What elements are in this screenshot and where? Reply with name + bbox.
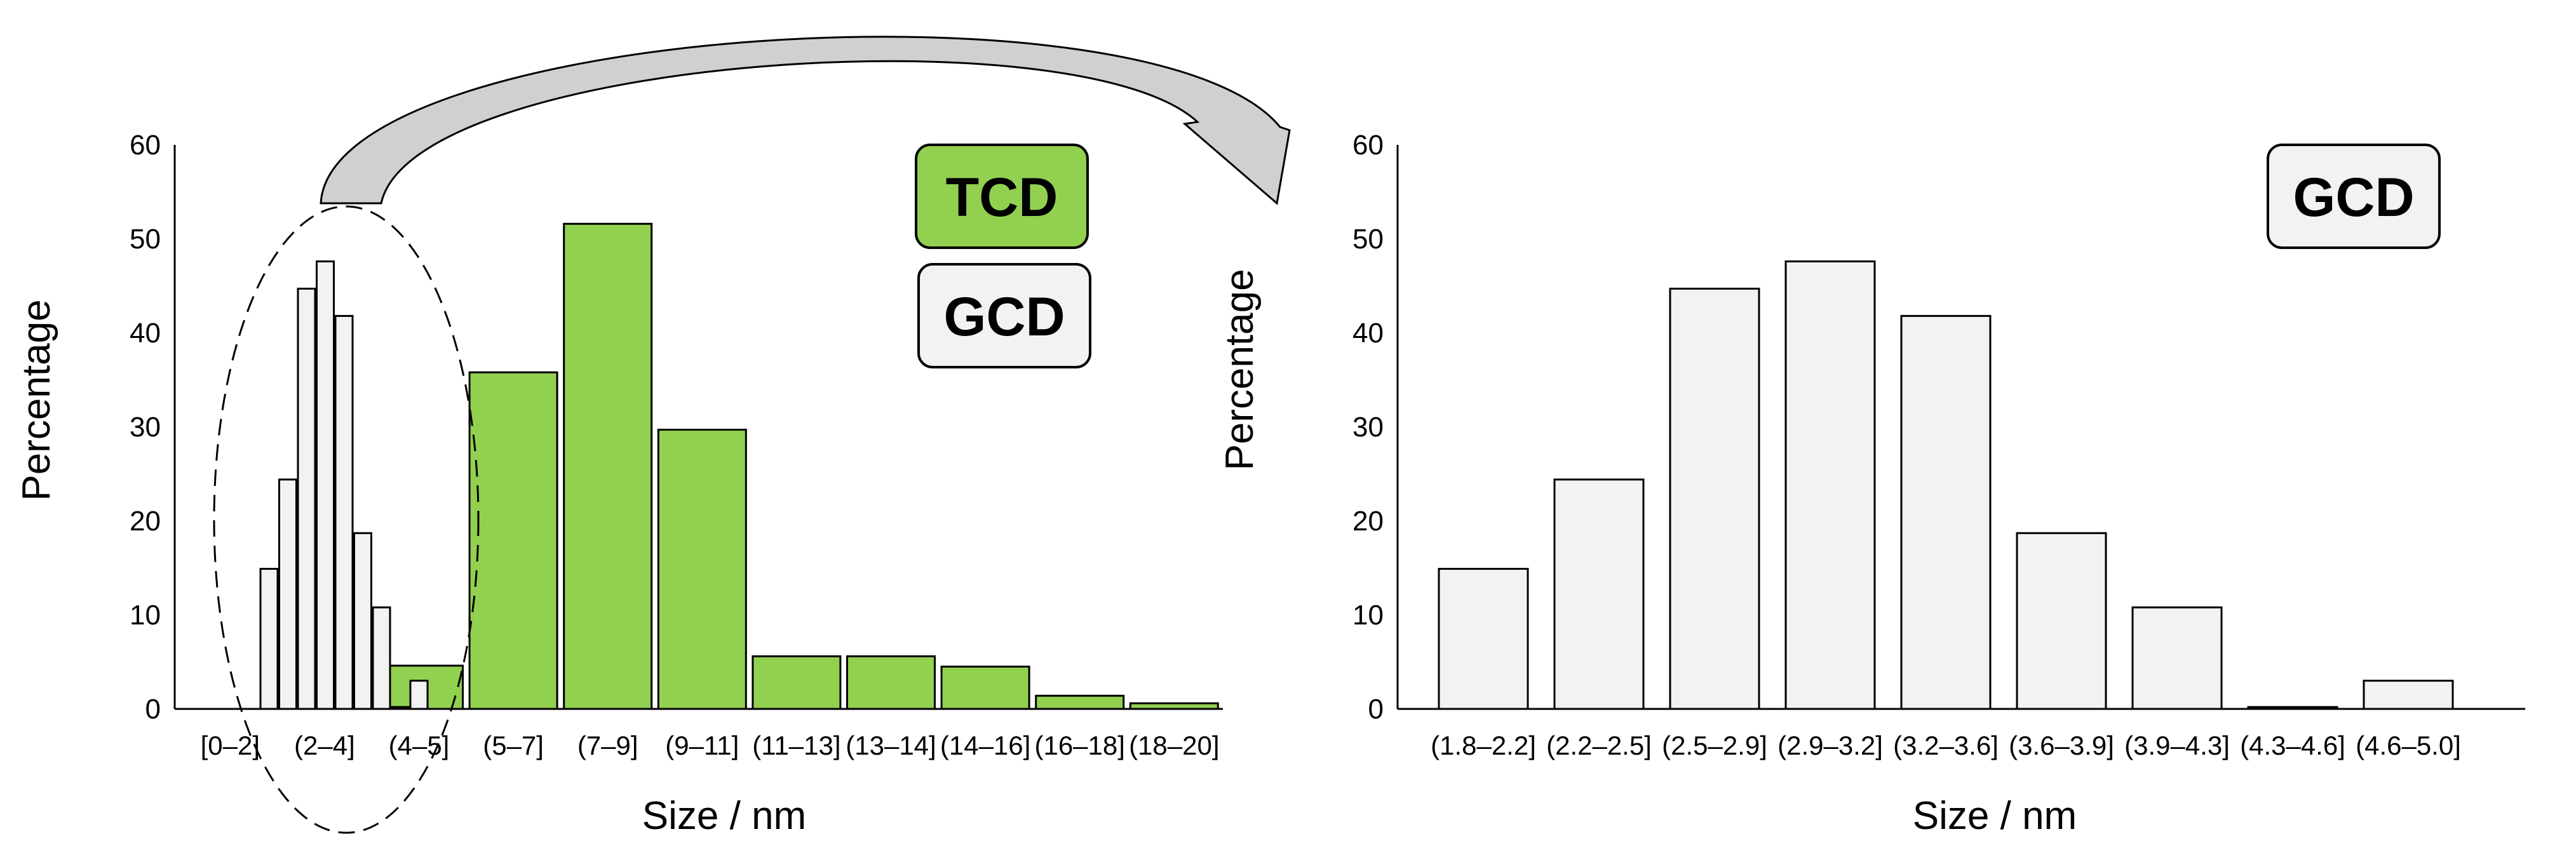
x-tick-labels: [0–2] (2–4] (4–5] (5–7] (7–9] (9–11] (11–13] (1… bbox=[201, 731, 1220, 760]
gcd-bar bbox=[2131, 606, 2223, 710]
gcd-inset-bar bbox=[259, 567, 279, 710]
y-tick-label: 60 bbox=[1352, 130, 1384, 161]
tcd-bar bbox=[846, 655, 936, 710]
gcd-bar bbox=[1900, 314, 1992, 710]
legend-tcd-box bbox=[915, 144, 1089, 249]
y-axis-title: Percentage bbox=[15, 299, 58, 501]
y-tick-label: 0 bbox=[1368, 694, 1384, 725]
x-tick-label: (18–20] bbox=[1129, 731, 1219, 760]
zoom-arrow bbox=[320, 36, 1291, 205]
y-tick-label: 40 bbox=[1352, 318, 1384, 349]
x-tick-label: (2.5–2.9] bbox=[1662, 731, 1767, 760]
x-tick-label: (2.9–3.2] bbox=[1777, 731, 1883, 760]
legend-gcd-label: GCD bbox=[2293, 167, 2414, 228]
tcd-bar bbox=[468, 371, 558, 710]
x-tick-label: (3.9–4.3] bbox=[2124, 731, 2230, 760]
gcd-bar bbox=[1784, 260, 1876, 710]
gcd-inset-bar bbox=[409, 680, 429, 710]
legend: GCD bbox=[2267, 144, 2441, 249]
y-tick-label: 30 bbox=[1352, 412, 1384, 443]
y-tick-label: 60 bbox=[130, 130, 161, 161]
x-tick-label: (2–4] bbox=[294, 731, 355, 760]
gcd-inset-bar bbox=[372, 606, 391, 710]
tcd-bars bbox=[280, 222, 1219, 710]
gcd-bars bbox=[1438, 260, 2454, 710]
y-axis-title: Percentage bbox=[1218, 269, 1262, 470]
y-tick-label: 10 bbox=[1352, 600, 1384, 631]
x-tick-label: (4–5] bbox=[389, 731, 450, 760]
y-tick-label: 30 bbox=[130, 412, 161, 443]
gcd-inset-bar bbox=[316, 260, 335, 710]
gcd-inset-bar bbox=[297, 287, 316, 710]
gcd-bar bbox=[1553, 478, 1645, 710]
gcd-bar bbox=[1438, 567, 1529, 710]
x-tick-labels: (1.8–2.2] (2.2–2.5] (2.5–2.9] (2.9–3.2] (3.2… bbox=[1431, 731, 2461, 760]
x-tick-label: (4.3–4.6] bbox=[2240, 731, 2345, 760]
y-tick-label: 10 bbox=[130, 600, 161, 631]
x-tick-label: (11–13] bbox=[752, 731, 840, 760]
x-tick-label: (3.2–3.6] bbox=[1893, 731, 1999, 760]
x-tick-label: (7–9] bbox=[577, 731, 638, 760]
y-tick-label: 20 bbox=[1352, 506, 1384, 537]
y-tick-labels: 0 10 20 30 40 50 60 bbox=[1352, 130, 1384, 725]
x-tick-label: (4.6–5.0] bbox=[2356, 731, 2461, 760]
tcd-bar bbox=[940, 665, 1030, 710]
gcd-bar bbox=[2363, 680, 2454, 710]
gcd-histogram: 0 10 20 30 40 50 60 (1.8–2.2] (2.2–2.5] (2.5–2.9… bbox=[1218, 130, 2525, 838]
x-tick-label: (2.2–2.5] bbox=[1546, 731, 1652, 760]
x-tick-label: (5–7] bbox=[483, 731, 544, 760]
legend: TCD GCD bbox=[915, 144, 1091, 368]
tcd-bar bbox=[752, 655, 842, 710]
x-tick-label: (16–18] bbox=[1034, 731, 1124, 760]
legend-tcd-label: TCD bbox=[946, 167, 1058, 228]
x-axis-title: Size / nm bbox=[1913, 794, 2077, 838]
x-tick-label: (14–16] bbox=[940, 731, 1030, 760]
x-tick-label: (9–11] bbox=[665, 731, 739, 760]
zoom-region-ellipse bbox=[213, 205, 480, 834]
gcd-inset-bar bbox=[353, 532, 372, 710]
y-tick-label: 50 bbox=[130, 224, 161, 255]
y-tick-label: 40 bbox=[130, 318, 161, 349]
x-tick-label: (3.6–3.9] bbox=[2009, 731, 2114, 760]
y-tick-label: 20 bbox=[130, 506, 161, 537]
zoom-arrow-shape bbox=[320, 36, 1291, 205]
x-axis-title: Size / nm bbox=[642, 794, 806, 838]
x-tick-label: (1.8–2.2] bbox=[1431, 731, 1536, 760]
gcd-bar bbox=[1669, 287, 1760, 710]
legend-gcd-box bbox=[2267, 144, 2441, 249]
tcd-bar bbox=[1035, 694, 1125, 710]
y-tick-label: 0 bbox=[145, 694, 161, 725]
y-tick-labels: 0 10 20 30 40 50 60 bbox=[130, 130, 161, 725]
tcd-bar bbox=[657, 428, 747, 710]
gcd-inset-bars bbox=[259, 260, 429, 710]
gcd-inset-bar bbox=[278, 478, 297, 710]
y-tick-label: 50 bbox=[1352, 224, 1384, 255]
x-tick-label: (13–14] bbox=[846, 731, 936, 760]
gcd-bar bbox=[2016, 532, 2107, 710]
gcd-inset-bar bbox=[334, 314, 354, 710]
legend-gcd-box bbox=[917, 263, 1091, 368]
tcd-bar bbox=[563, 222, 653, 710]
legend-gcd-label: GCD bbox=[943, 286, 1065, 347]
